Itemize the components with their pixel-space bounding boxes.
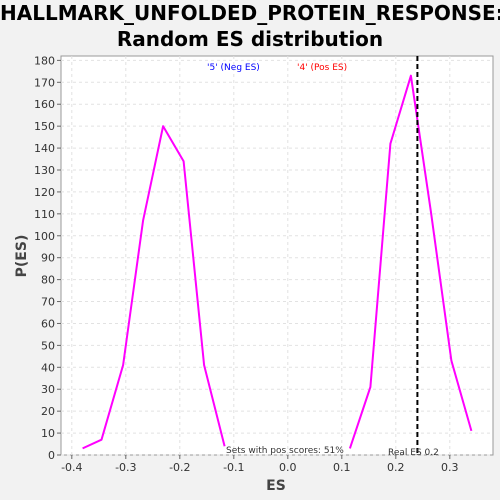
pos-es-label: '4' (Pos ES): [297, 63, 347, 73]
y-tick-label: 180: [34, 54, 55, 67]
y-tick-label: 60: [41, 317, 55, 330]
y-tick-label: 120: [34, 186, 55, 199]
y-tick-label: 170: [34, 76, 55, 89]
chart-title: HALLMARK_UNFOLDED_PROTEIN_RESPONSE: Rand…: [0, 0, 500, 52]
y-tick-label: 0: [48, 449, 55, 462]
y-tick-label: 140: [34, 142, 55, 155]
x-tick-label: 0.1: [333, 461, 351, 474]
grid: [61, 56, 493, 456]
y-tick-label: 80: [41, 274, 55, 287]
y-tick-label: 50: [41, 339, 55, 352]
chart-title-line-2: Random ES distribution: [116, 27, 384, 51]
y-tick-label: 20: [41, 405, 55, 418]
x-axis-ticks: -0.4 -0.3 -0.2 -0.1 0.0 0.1 0.2 0.3: [61, 455, 459, 474]
y-tick-label: 130: [34, 164, 55, 177]
y-axis-ticks: 0 10 20 30 40 50 60 70 80 90 100 110 120 130 140 150 160…: [34, 54, 61, 462]
y-tick-label: 90: [41, 252, 55, 265]
x-tick-label: -0.1: [223, 461, 244, 474]
y-tick-label: 160: [34, 98, 55, 111]
y-tick-label: 100: [34, 230, 55, 243]
series-line: [82, 125, 226, 450]
series-group: [82, 74, 473, 450]
plot-area: [60, 55, 494, 456]
y-tick-label: 40: [41, 361, 55, 374]
x-tick-label: 0.3: [441, 461, 459, 474]
neg-es-label: '5' (Neg ES): [207, 63, 260, 73]
y-tick-label: 30: [41, 383, 55, 396]
real-es-text: Real ES 0.2: [388, 448, 439, 458]
x-axis-label: ES: [266, 478, 286, 494]
y-tick-label: 110: [34, 208, 55, 221]
series-line: [348, 74, 473, 449]
y-tick-label: 70: [41, 296, 55, 309]
x-tick-label: -0.2: [169, 461, 190, 474]
x-tick-label: -0.3: [115, 461, 136, 474]
sets-pos-scores-text: Sets with pos scores: 51%: [226, 446, 344, 456]
x-tick-label: 0.0: [279, 461, 297, 474]
chart-title-line-1: HALLMARK_UNFOLDED_PROTEIN_RESPONSE:: [0, 1, 500, 25]
y-tick-label: 10: [41, 427, 55, 440]
x-tick-label: -0.4: [61, 461, 82, 474]
x-tick-label: 0.2: [387, 461, 405, 474]
y-tick-label: 150: [34, 120, 55, 133]
y-axis-label: P(ES): [14, 235, 30, 278]
